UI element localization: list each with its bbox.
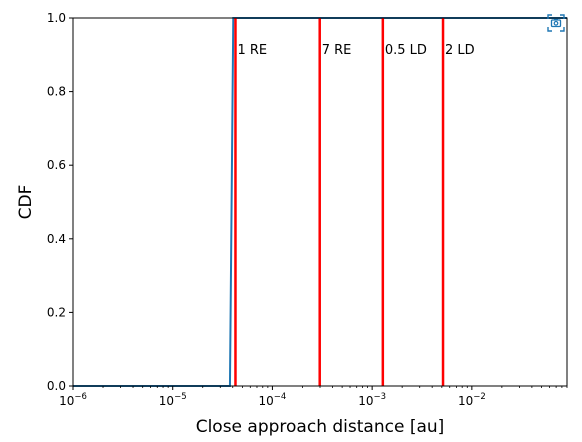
y-tick-label: 0.8 bbox=[47, 85, 66, 99]
y-tick-label: 0.0 bbox=[47, 379, 66, 393]
reference-label-0: 1 RE bbox=[237, 43, 267, 58]
x-tick-label: 10−6 bbox=[59, 392, 87, 408]
camera-icon[interactable] bbox=[547, 14, 565, 32]
x-tick-label: 10−2 bbox=[458, 392, 486, 408]
reference-label-2: 0.5 LD bbox=[385, 43, 427, 58]
reference-lines: 1 RE 7 RE 0.5 LD 2 LD bbox=[234, 18, 475, 386]
x-tick-label: 10−4 bbox=[259, 392, 287, 408]
y-tick-label: 0.2 bbox=[47, 305, 66, 319]
y-axis-title: CDF bbox=[16, 185, 36, 220]
x-tick-label: 10−3 bbox=[358, 392, 386, 408]
x-axis: 10−6 10−5 10−4 10−3 10−2 bbox=[59, 386, 568, 408]
x-tick-label: 10−5 bbox=[159, 392, 187, 408]
x-axis-title: Close approach distance [au] bbox=[196, 417, 445, 437]
y-tick-label: 0.6 bbox=[47, 158, 66, 172]
y-axis: 0.0 0.2 0.4 0.6 0.8 1.0 bbox=[47, 11, 73, 393]
reference-label-3: 2 LD bbox=[445, 43, 475, 58]
reference-label-1: 7 RE bbox=[322, 43, 352, 58]
y-tick-label: 1.0 bbox=[47, 11, 66, 25]
y-tick-label: 0.4 bbox=[47, 232, 66, 246]
